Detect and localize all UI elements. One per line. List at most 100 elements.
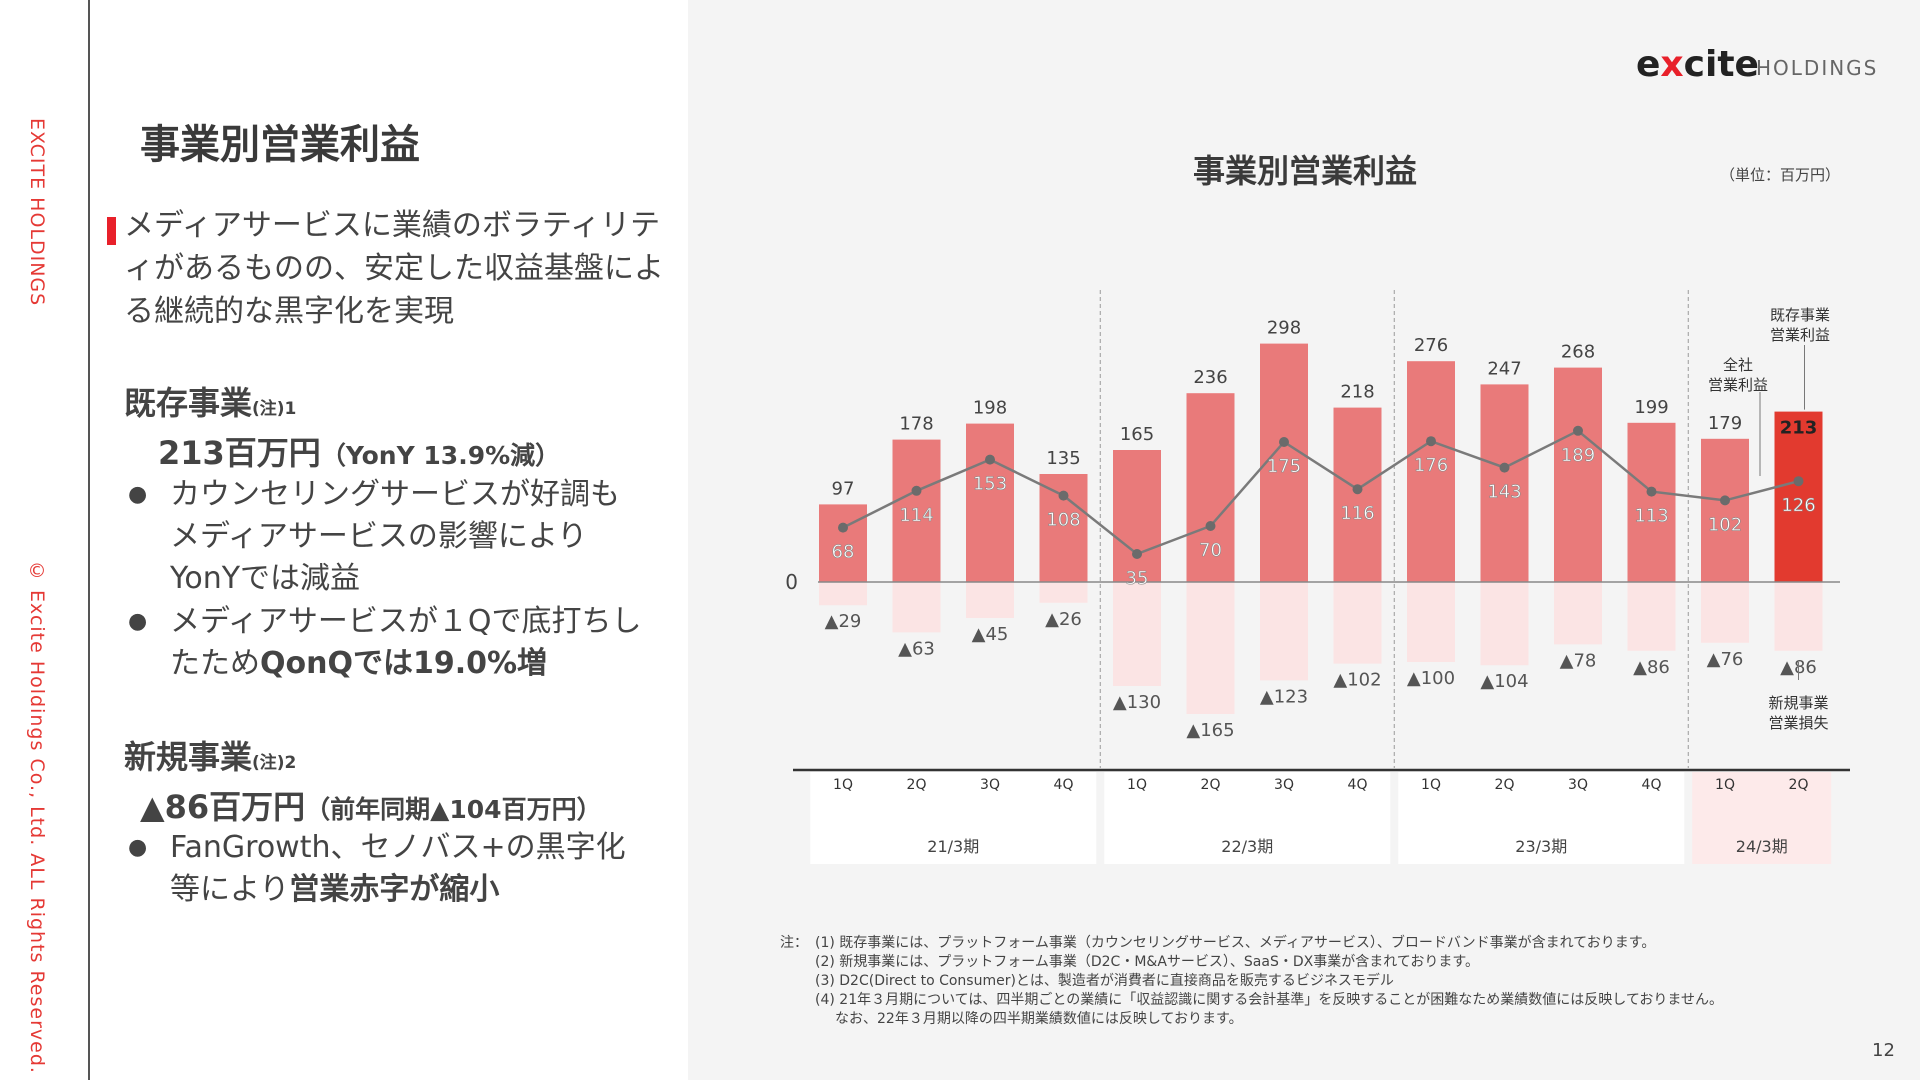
quarter-tick-label: 2Q [1789,777,1809,793]
existing-profit-bar [819,504,867,582]
existing-profit-bar [1554,367,1602,582]
period-band [1104,772,1391,864]
annotation-total: 営業利益 [1708,376,1768,394]
annotation-existing: 営業利益 [1770,326,1830,344]
new-value-label: ▲104 [1480,671,1528,692]
annotation-new: 営業損失 [1768,714,1828,732]
total-profit-line [842,429,1799,556]
new-value-label: ▲86 [1633,657,1670,678]
existing-profit-bar [1333,407,1382,582]
period-band [1692,772,1832,864]
existing-value: 213百万円（YonY 13.9%減） [158,428,560,474]
new-value-label: ▲102 [1333,670,1381,691]
new-value-sub: （前年同期▲104百万円） [305,795,602,824]
notes-label: 注： [780,935,808,951]
new-loss-bar [1407,582,1455,662]
total-value-label: 114 [899,505,933,526]
new-bullet-1-bold: 営業赤字が縮小 [289,872,500,907]
note-item: なお、22年３月期以降の四半期業績数値には反映しております。 [835,1011,1243,1027]
side-divider [88,0,90,1080]
total-profit-point [1058,490,1069,501]
total-value-label: 113 [1634,506,1668,527]
total-value-label: 108 [1046,510,1080,531]
lead-text: メディアサービスに業績のボラティリティがあるものの、安定した収益基盤による継続的… [124,208,664,329]
existing-bullet-2-bold: QonQでは19.0%増 [260,646,548,681]
new-loss-bar [1554,582,1602,645]
existing-profit-bar [1627,422,1676,582]
annotation-existing: 既存事業 [1770,306,1830,324]
period-label: 23/3期 [1515,837,1567,856]
new-loss-bar [1039,582,1088,603]
existing-note-ref: (注)1 [252,399,297,419]
existing-value-label: 213 [1780,418,1818,439]
brand-vertical-text: EXCITE HOLDINGS [26,118,48,307]
total-value-label: 116 [1340,503,1374,524]
existing-value-label: 97 [832,478,855,499]
zero-tick-label: 0 [785,570,798,594]
new-value-label: ▲26 [1045,609,1082,630]
existing-heading-text: 既存事業 [124,384,253,422]
total-profit-point [1793,476,1804,487]
annotation-total: 全社 [1723,356,1753,374]
total-value-label: 68 [832,542,855,563]
bullet-dot: ● [128,835,148,860]
total-value-label: 153 [973,474,1007,495]
new-bullet-1: ● FanGrowth、セノバス+の黒字化等により営業赤字が縮小 [128,827,648,911]
new-loss-bar [892,582,941,633]
logo-cite: cite [1683,44,1759,85]
existing-profit-bar [1774,411,1823,582]
new-value: ▲86百万円（前年同期▲104百万円） [140,782,602,828]
new-value-label: ▲130 [1113,692,1161,713]
existing-value-label: 135 [1046,448,1080,469]
total-value-label: 102 [1708,514,1742,535]
total-value-label: 70 [1199,540,1222,561]
total-value-label: 175 [1267,456,1301,477]
new-note-ref: (注)2 [252,753,297,773]
existing-profit-bar [1701,438,1749,582]
total-profit-point [1426,436,1436,447]
new-loss-bar [1260,582,1308,681]
period-band [810,772,1097,864]
new-loss-bar [819,582,867,606]
quarter-tick-label: 2Q [1201,777,1221,793]
total-value-label: 35 [1126,568,1149,589]
existing-profit-bar [892,439,941,582]
quarter-tick-label: 1Q [833,777,853,793]
existing-value-label: 198 [973,398,1007,419]
existing-value-label: 179 [1708,413,1742,434]
existing-value-label: 268 [1561,342,1595,363]
logo-holdings: HOLDINGS [1756,56,1879,80]
quarter-tick-label: 2Q [1495,777,1515,793]
logo-e: e [1636,44,1661,85]
new-value-text: ▲86百万円 [140,788,306,826]
period-label: 22/3期 [1221,837,1273,856]
bullet-dot: ● [128,482,148,507]
existing-bullet-1: ● カウンセリングサービスが好調もメディアサービスの影響によりYonYでは減益 [128,474,648,600]
new-value-label: ▲63 [898,638,935,659]
existing-value-label: 199 [1634,397,1668,418]
new-loss-bar [1333,582,1382,664]
total-profit-point [1205,521,1216,531]
total-profit-point [1279,437,1289,447]
existing-profit-bar [1480,384,1529,582]
existing-value-label: 276 [1414,335,1448,356]
quarter-tick-label: 3Q [980,777,1000,793]
total-value-label: 126 [1781,495,1815,516]
existing-bullet-2: ● メディアサービスが１Qで底打ちしたためQonQでは19.0%増 [128,601,648,685]
total-value-label: 176 [1414,455,1448,476]
copyright-vertical-text: © Excite Holdings Co., Ltd. ALL Rights R… [26,560,48,1074]
new-value-label: ▲76 [1707,649,1744,670]
new-loss-bar [1186,582,1235,714]
total-profit-point [1499,462,1510,473]
total-profit-point [838,522,848,533]
lead-marker [107,217,116,245]
new-value-label: ▲45 [972,624,1009,645]
existing-profit-bar [1186,393,1235,582]
total-value-label: 189 [1561,445,1595,466]
period-label: 21/3期 [927,837,979,856]
note-item: (2) 新規事業には、プラットフォーム事業（D2C・M&Aサービス）、SaaS・… [815,954,1479,970]
new-loss-bar [1627,582,1676,651]
existing-profit-bar [1113,450,1161,582]
quarter-tick-label: 1Q [1127,777,1147,793]
note-item: (3) D2C(Direct to Consumer)とは、製造者が消費者に直接… [815,973,1394,989]
